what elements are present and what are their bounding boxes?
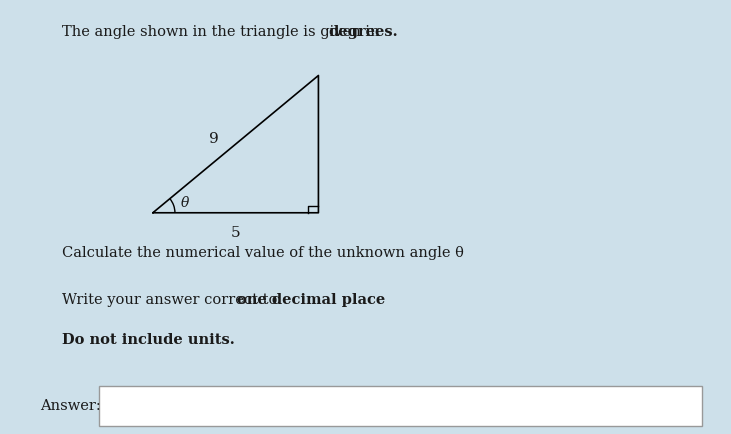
Bar (99, 386, 702, 425)
Text: The angle shown in the triangle is given in: The angle shown in the triangle is given… (62, 25, 384, 39)
Text: 5: 5 (231, 226, 240, 240)
Text: 9: 9 (208, 132, 219, 145)
Text: Write your answer correct to: Write your answer correct to (62, 293, 281, 306)
Text: Answer:: Answer: (40, 399, 101, 413)
Text: one decimal place: one decimal place (238, 293, 385, 306)
Text: Calculate the numerical value of the unknown angle θ: Calculate the numerical value of the unk… (62, 246, 463, 260)
Text: Do not include units.: Do not include units. (62, 333, 235, 347)
Text: degrees.: degrees. (328, 25, 398, 39)
Text: θ: θ (181, 197, 189, 210)
